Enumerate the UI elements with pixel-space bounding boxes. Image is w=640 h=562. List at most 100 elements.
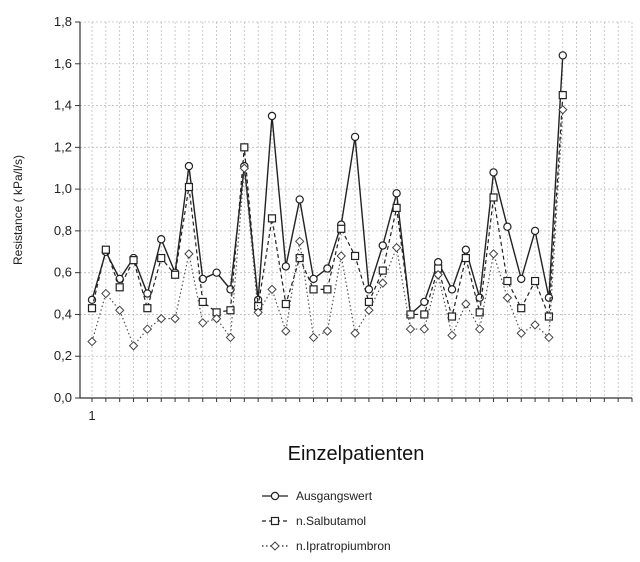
y-tick-label: 0,2 (54, 348, 72, 363)
legend-marker-2 (270, 516, 280, 526)
legend-label-3: n.Ipratropiumbron (296, 539, 391, 553)
data-point-series-2 (350, 251, 360, 261)
y-tick-label: 0,0 (54, 390, 72, 405)
data-point-series-3 (198, 318, 208, 328)
data-point-series-2 (337, 224, 346, 233)
data-point-series-2 (503, 276, 512, 286)
data-point-series-3 (294, 236, 305, 247)
data-point-series-3 (253, 307, 263, 318)
data-point-series-1 (558, 51, 567, 60)
x-tick-label: 1 (88, 408, 95, 423)
data-point-series-2 (267, 214, 277, 223)
data-point-series-2 (475, 308, 484, 317)
data-point-series-3 (502, 293, 513, 303)
data-point-series-2 (364, 297, 374, 307)
data-point-series-3 (544, 332, 554, 343)
data-point-series-2 (129, 256, 138, 265)
y-tick-label: 1,0 (54, 181, 72, 196)
data-point-series-3 (558, 105, 568, 115)
data-point-series-3 (336, 251, 346, 261)
data-point-series-3 (211, 313, 222, 324)
data-point-series-1 (350, 132, 360, 142)
data-point-series-2 (184, 182, 194, 192)
data-point-series-1 (295, 195, 304, 204)
y-tick-label: 1,6 (54, 56, 72, 71)
data-point-series-2 (295, 253, 304, 263)
data-point-series-3 (461, 299, 471, 309)
y-tick-label: 1,2 (54, 139, 72, 154)
data-point-series-3 (488, 249, 499, 259)
data-point-series-1 (489, 168, 498, 177)
data-point-series-1 (323, 264, 332, 273)
legend-label-1: Ausgangswert (296, 489, 373, 503)
data-point-series-3 (364, 305, 374, 315)
data-point-series-1 (420, 297, 429, 307)
data-point-series-3 (128, 341, 139, 351)
data-point-series-2 (198, 297, 207, 307)
legend-marker-3 (270, 541, 280, 551)
data-point-series-1 (184, 161, 194, 171)
data-point-series-3 (225, 332, 236, 343)
data-point-series-1 (530, 226, 540, 236)
data-point-series-1 (503, 222, 512, 231)
data-point-series-3 (239, 163, 250, 173)
data-point-series-3 (114, 305, 125, 315)
data-point-series-2 (240, 143, 249, 152)
data-point-series-3 (530, 320, 540, 330)
data-point-series-1 (447, 285, 457, 294)
data-point-series-2 (544, 312, 554, 321)
y-tick-label: 1,4 (54, 98, 72, 113)
data-point-series-3 (378, 278, 388, 288)
data-point-series-3 (516, 328, 526, 338)
data-point-series-1 (544, 293, 554, 302)
data-point-series-2 (392, 203, 401, 213)
data-point-series-2 (517, 304, 526, 313)
data-point-series-1 (281, 262, 291, 271)
x-axis-label: Einzelpatienten (288, 443, 425, 465)
legend-marker-1 (270, 491, 280, 501)
data-point-series-3 (101, 288, 111, 299)
data-point-series-2 (143, 304, 152, 313)
data-point-series-2 (530, 276, 540, 286)
data-point-series-3 (322, 326, 333, 336)
data-point-series-2 (461, 253, 470, 263)
y-axis-label: Resistance ( kPa/l/s) (11, 155, 25, 265)
y-tick-label: 0,4 (54, 306, 72, 321)
data-point-series-2 (489, 193, 498, 202)
data-point-series-1 (364, 285, 374, 294)
data-point-series-2 (281, 299, 290, 309)
data-point-series-3 (433, 270, 443, 280)
data-point-series-2 (226, 306, 235, 315)
data-point-series-3 (474, 324, 485, 334)
data-point-series-1 (198, 274, 207, 284)
series-line-2 (91, 95, 564, 319)
y-tick-label: 0,8 (54, 223, 72, 238)
data-point-series-2 (406, 310, 415, 319)
data-point-series-3 (170, 313, 180, 324)
data-point-series-1 (143, 289, 152, 298)
data-point-series-3 (281, 326, 291, 336)
data-point-series-3 (419, 324, 430, 334)
data-point-series-1 (212, 268, 221, 277)
data-point-series-3 (87, 336, 97, 347)
data-point-series-3 (447, 330, 457, 341)
data-point-series-3 (391, 242, 402, 253)
data-point-series-2 (420, 310, 429, 319)
legend-label-2: n.Salbutamol (296, 514, 366, 528)
data-point-series-2 (447, 312, 457, 321)
data-point-series-2 (170, 270, 180, 279)
data-point-series-2 (101, 245, 110, 254)
data-point-series-2 (558, 91, 567, 100)
data-point-series-3 (267, 284, 277, 295)
data-point-series-3 (308, 332, 319, 343)
data-point-series-3 (350, 328, 360, 338)
data-point-series-1 (157, 235, 166, 244)
data-point-series-1 (378, 241, 387, 250)
data-point-series-2 (323, 285, 332, 294)
data-point-series-1 (267, 111, 277, 121)
data-point-series-2 (157, 253, 166, 263)
data-point-series-3 (184, 249, 194, 259)
data-point-series-2 (115, 283, 124, 292)
data-point-series-3 (142, 324, 153, 334)
